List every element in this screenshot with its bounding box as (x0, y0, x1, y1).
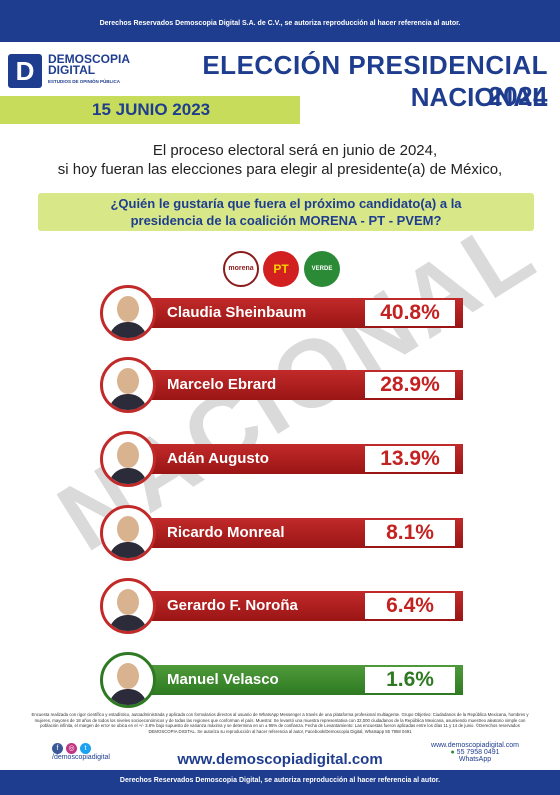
top-rights-text: Derechos Reservados Demoscopia Digital S… (99, 20, 461, 27)
candidate-name: Marcelo Ebrard (167, 376, 277, 393)
candidate-row: Adán Augusto 13.9% (100, 431, 463, 487)
pt-logo: PT (263, 251, 299, 287)
survey-date: 15 JUNIO 2023 (92, 100, 211, 119)
candidate-row: Ricardo Monreal 8.1% (100, 505, 463, 561)
twitter-icon[interactable]: t (80, 743, 91, 754)
candidate-pct: 8.1% (386, 521, 434, 544)
candidate-row: Manuel Velasco 1.6% (100, 652, 463, 708)
candidate-row: Marcelo Ebrard 28.9% (100, 357, 463, 413)
date-banner (0, 96, 300, 124)
social-links: f ◎ t /demoscopiadigital (52, 743, 110, 761)
candidate-pct: 28.9% (380, 373, 440, 396)
candidate-photo (100, 357, 156, 413)
pct-box: 8.1% (365, 520, 455, 546)
candidate-row: Gerardo F. Noroña 6.4% (100, 578, 463, 634)
verde-logo: VERDE (304, 251, 340, 287)
bottom-banner (0, 770, 560, 795)
whatsapp-label: WhatsApp (458, 756, 492, 763)
question-line2: presidencia de la coalición MORENA - PT … (130, 213, 442, 228)
intro-line1: El proceso electoral será en junio de 20… (152, 142, 438, 159)
candidate-pct: 13.9% (380, 447, 440, 470)
whatsapp-icon: ● (450, 749, 455, 756)
candidate-pct: 6.4% (386, 594, 434, 617)
page-title-line2: NACIONAL (410, 82, 548, 112)
question-line1: ¿Quién le gustaría que fuera el próximo … (110, 196, 462, 211)
phone-number[interactable]: 55 7958 0491 (456, 749, 500, 756)
candidate-name: Adán Augusto (167, 450, 269, 467)
candidate-row: Claudia Sheinbaum 40.8% (100, 285, 463, 341)
candidate-photo (100, 285, 156, 341)
candidate-photo (100, 578, 156, 634)
contact-site[interactable]: www.demoscopiadigital.com (431, 742, 519, 749)
top-banner (0, 0, 560, 42)
pct-box: 13.9% (365, 446, 455, 472)
pct-box: 28.9% (365, 372, 455, 398)
bottom-rights-text: Derechos Reservados Demoscopia Digital, … (119, 777, 441, 784)
candidate-name: Gerardo F. Noroña (167, 597, 298, 614)
candidate-pct: 40.8% (380, 301, 440, 324)
intro-line2: si hoy fueran las elecciones para elegir… (57, 161, 503, 178)
methodology-note: Encuesta realizada con rigor científico … (31, 712, 529, 734)
candidate-name: Ricardo Monreal (167, 524, 285, 541)
website-link[interactable]: www.demoscopiadigital.com (177, 751, 383, 768)
candidate-name: Claudia Sheinbaum (167, 304, 307, 321)
candidate-photo (100, 431, 156, 487)
candidate-pct: 1.6% (386, 668, 434, 691)
contact-block: www.demoscopiadigital.com ● 55 7958 0491… (405, 742, 545, 763)
social-handle[interactable]: /demoscopiadigital (52, 754, 110, 761)
candidate-photo (100, 652, 156, 708)
candidate-photo (100, 505, 156, 561)
pct-box: 1.6% (365, 667, 455, 693)
candidate-name: Manuel Velasco (167, 671, 279, 688)
logo-d-icon: D (8, 54, 42, 88)
instagram-icon[interactable]: ◎ (66, 743, 77, 754)
pct-box: 6.4% (365, 593, 455, 619)
question-box (38, 193, 534, 231)
logo-subtitle: ESTUDIOS DE OPINIÓN PÚBLICA (48, 79, 121, 84)
facebook-icon[interactable]: f (52, 743, 63, 754)
morena-logo: morena (223, 251, 259, 287)
page-title: ELECCIÓN PRESIDENCIAL 2024 (202, 50, 548, 111)
logo-name: DEMOSCOPIA DIGITAL (48, 52, 131, 77)
demoscopia-logo: D DEMOSCOPIA DIGITAL ESTUDIOS DE OPINIÓN … (8, 52, 148, 92)
pct-box: 40.8% (365, 300, 455, 326)
